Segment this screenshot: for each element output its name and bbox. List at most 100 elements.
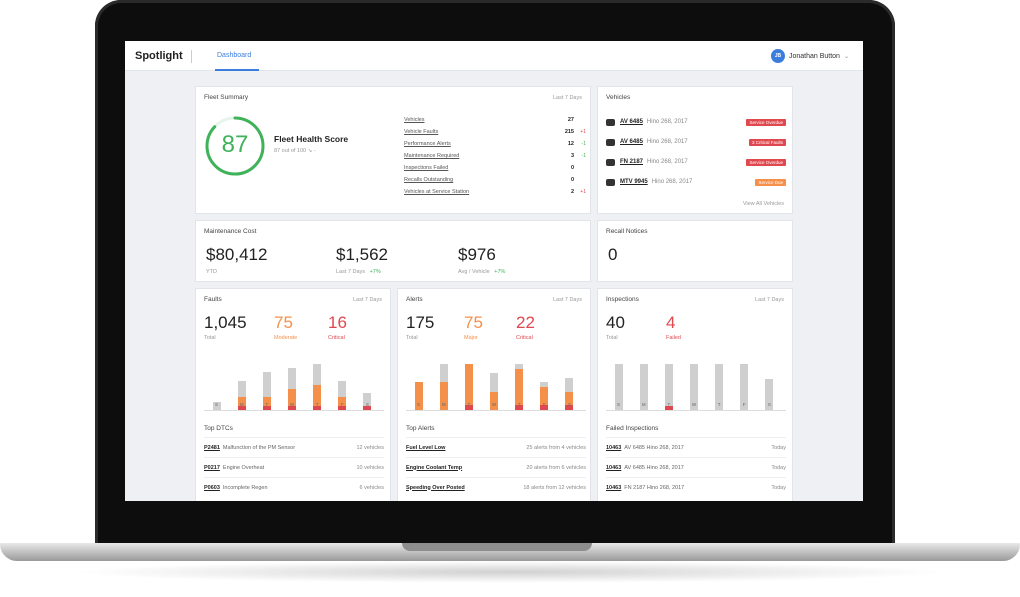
chart-bar[interactable] bbox=[740, 364, 749, 410]
fleet-stat-row[interactable]: Vehicle Faults 215 +1 bbox=[404, 126, 586, 138]
period-label[interactable]: Last 7 Days bbox=[754, 297, 784, 303]
bar-segment bbox=[313, 364, 322, 385]
chart-bar[interactable] bbox=[490, 373, 498, 410]
list-item[interactable]: Engine Coolant Temp 20 alerts from 6 vehi… bbox=[406, 457, 586, 477]
list-item-meta: Today bbox=[771, 484, 786, 491]
period-label[interactable]: Last 7 Days bbox=[552, 297, 582, 303]
fleet-stat-row[interactable]: Performance Alerts 12 -1 bbox=[404, 138, 586, 150]
vehicle-row[interactable]: FN 2187 Hino 268, 2017 Service Overdue bbox=[606, 153, 786, 171]
list-item[interactable]: P2481 Malfunction of the PM Sensor 12 vehi… bbox=[204, 437, 384, 457]
stat-label[interactable]: Vehicles bbox=[404, 117, 425, 123]
chart-bar[interactable] bbox=[237, 380, 246, 410]
list-item[interactable]: 10463 AV 6485 Hino 268, 2017 Today bbox=[606, 457, 786, 477]
list-item-link[interactable]: 10463 bbox=[606, 444, 622, 451]
period-label[interactable]: Last 7 Days bbox=[552, 95, 582, 101]
chart-bar[interactable] bbox=[363, 393, 372, 410]
vehicle-id-link[interactable]: AV 6485 bbox=[620, 139, 643, 145]
day-tick-label: W bbox=[491, 402, 497, 407]
day-tick-label: F bbox=[340, 402, 344, 407]
bar-segment bbox=[490, 373, 498, 392]
chart-bar[interactable] bbox=[439, 364, 448, 410]
stat-label[interactable]: Vehicle Faults bbox=[404, 129, 439, 135]
fleet-stat-row[interactable]: Maintenance Required 3 -1 bbox=[404, 150, 586, 162]
list-item-link[interactable]: Fuel Level Low bbox=[406, 444, 446, 451]
day-tick-label: T bbox=[265, 402, 269, 407]
list-item-link[interactable]: Engine Coolant Temp bbox=[406, 464, 463, 471]
list-item[interactable]: 10463 FN 2187 Hino 268, 2017 Today bbox=[606, 477, 786, 497]
chart-bar[interactable] bbox=[515, 364, 524, 410]
fleet-stat-row[interactable]: Vehicles at Service Station 2 +1 bbox=[404, 186, 586, 198]
chart-bar[interactable] bbox=[540, 382, 549, 410]
bar-segment bbox=[439, 364, 448, 383]
bar-segment bbox=[313, 405, 322, 410]
vehicle-id-link[interactable]: AV 6485 bbox=[620, 119, 643, 125]
fleet-stat-list: Vehicles 27 Vehicle Faults 215 +1 Performance… bbox=[404, 114, 586, 198]
bar-segment bbox=[288, 389, 296, 406]
list-item-desc: Engine Overheat bbox=[222, 464, 265, 471]
alerts-total-label: Total bbox=[406, 335, 418, 341]
alerts-critical: 22 bbox=[516, 313, 535, 332]
list-item[interactable]: 10463 AV 6485 Hino 268, 2017 Today bbox=[606, 437, 786, 457]
stat-label[interactable]: Maintenance Required bbox=[404, 153, 460, 159]
period-label[interactable]: Last 7 Days bbox=[352, 297, 382, 303]
list-item-link[interactable]: 10463 bbox=[606, 464, 622, 471]
vehicle-id-link[interactable]: MTV 9945 bbox=[620, 179, 648, 185]
app-logo[interactable]: Spotlight bbox=[135, 50, 183, 62]
list-item[interactable]: P0603 Incomplete Regen 6 vehicles bbox=[204, 477, 384, 497]
fleet-stat-row[interactable]: Inspections Failed 0 bbox=[404, 162, 586, 174]
chart-bar[interactable] bbox=[414, 382, 423, 410]
vehicle-model: Hino 268, 2017 bbox=[647, 159, 688, 165]
list-item-link[interactable]: P2481 bbox=[204, 444, 220, 451]
chart-bar[interactable] bbox=[614, 364, 623, 410]
chart-bar[interactable] bbox=[715, 364, 724, 410]
chart-bar[interactable] bbox=[690, 364, 698, 410]
nav-divider bbox=[191, 50, 192, 63]
chart-bar[interactable] bbox=[639, 364, 648, 410]
faults-moderate-label: Moderate bbox=[274, 335, 298, 341]
list-item-link[interactable]: Speeding Over Posted bbox=[406, 484, 465, 491]
fleet-stat-row[interactable]: Recalls Outstanding 0 bbox=[404, 174, 586, 186]
list-item[interactable]: Fuel Level Low 25 alerts from 4 vehicles bbox=[406, 437, 586, 457]
chart-bar[interactable] bbox=[464, 364, 473, 410]
chart-bar[interactable] bbox=[262, 372, 271, 410]
list-item-link[interactable]: P0217 bbox=[204, 464, 220, 471]
stat-label[interactable]: Recalls Outstanding bbox=[404, 177, 454, 183]
inspections-total: 40 bbox=[606, 313, 625, 332]
weekly-cost: $1,562 bbox=[336, 245, 388, 264]
vehicle-model: Hino 268, 2017 bbox=[646, 119, 688, 125]
truck-icon bbox=[606, 118, 615, 126]
vehicle-id-link[interactable]: FN 2187 bbox=[620, 159, 644, 165]
list-item-link[interactable]: 10463 bbox=[606, 484, 622, 491]
chart-bar[interactable] bbox=[212, 401, 221, 410]
stat-delta: -1 bbox=[581, 153, 586, 159]
vehicle-row[interactable]: AV 6485 Hino 268, 2017 3 Critical Faults bbox=[606, 133, 786, 151]
list-item-meta: Today bbox=[771, 444, 786, 451]
chart-bar[interactable] bbox=[288, 368, 296, 410]
day-tick-label: S bbox=[365, 402, 369, 407]
view-all-vehicles-link[interactable]: View All Vehicles bbox=[742, 201, 784, 207]
faults-critical-label: Critical bbox=[328, 335, 345, 341]
bar-segment bbox=[540, 387, 549, 406]
fleet-stat-row[interactable]: Vehicles 27 bbox=[404, 114, 586, 126]
user-menu[interactable]: JB Jonathan Button ⌄ bbox=[770, 49, 849, 63]
chart-bar[interactable] bbox=[565, 377, 574, 410]
chart-bar[interactable] bbox=[664, 364, 673, 410]
bar-segment bbox=[639, 364, 648, 410]
vehicle-row[interactable]: MTV 9945 Hino 268, 2017 Service Due bbox=[606, 173, 786, 191]
stat-label[interactable]: Inspections Failed bbox=[404, 165, 449, 171]
vehicle-row[interactable]: AV 6485 Hino 268, 2017 Service Overdue bbox=[606, 113, 786, 131]
list-item[interactable]: Speeding Over Posted 18 alerts from 12 ve… bbox=[406, 477, 586, 497]
chart-bar[interactable] bbox=[338, 380, 347, 410]
stat-label[interactable]: Vehicles at Service Station bbox=[404, 189, 470, 195]
status-badge: Service Overdue bbox=[746, 158, 786, 166]
dashboard-screen: Spotlight Dashboard JB Jonathan Button ⌄… bbox=[125, 41, 863, 501]
tab-dashboard[interactable]: Dashboard bbox=[217, 52, 252, 59]
status-badge: 3 Critical Faults bbox=[748, 138, 786, 146]
list-item[interactable]: P0217 Engine Overheat 10 vehicles bbox=[204, 457, 384, 477]
bar-segment bbox=[565, 405, 574, 410]
chart-bar[interactable] bbox=[313, 364, 322, 410]
chart-bar[interactable] bbox=[765, 379, 774, 410]
list-item-link[interactable]: P0603 bbox=[204, 484, 220, 491]
day-tick-label: W bbox=[289, 402, 295, 407]
stat-label[interactable]: Performance Alerts bbox=[404, 141, 451, 147]
